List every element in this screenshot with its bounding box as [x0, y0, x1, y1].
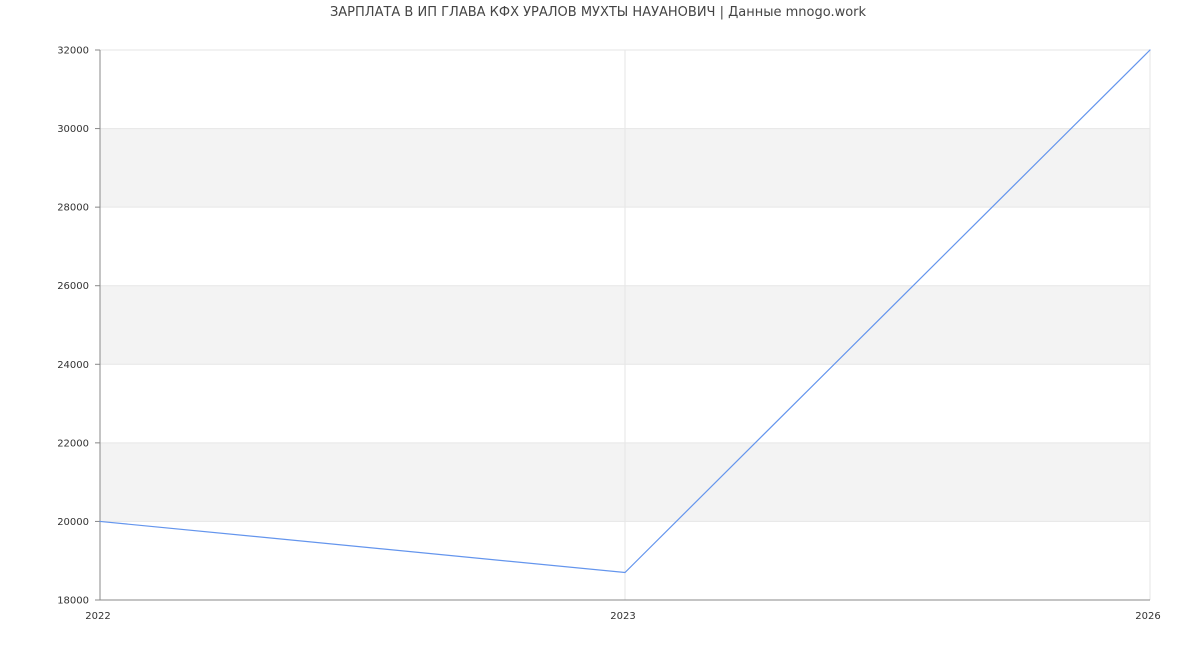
x-tick-label: 2023: [610, 611, 635, 622]
y-tick-label: 20000: [57, 517, 89, 528]
x-tick-label: 2026: [1135, 611, 1160, 622]
x-tick-label: 2022: [85, 611, 110, 622]
y-tick-label: 24000: [57, 360, 89, 371]
y-tick-label: 22000: [57, 438, 89, 449]
y-tick-label: 32000: [57, 46, 89, 57]
y-tick-label: 18000: [57, 596, 89, 607]
data-point: [624, 571, 626, 574]
y-tick-label: 28000: [57, 203, 89, 214]
y-tick-label: 30000: [57, 124, 89, 135]
chart-title: ЗАРПЛАТА В ИП ГЛАВА КФХ УРАЛОВ МУХТЫ НАУ…: [330, 5, 867, 20]
y-tick-label: 26000: [57, 281, 89, 292]
data-point: [99, 520, 101, 523]
data-point: [1149, 49, 1151, 51]
